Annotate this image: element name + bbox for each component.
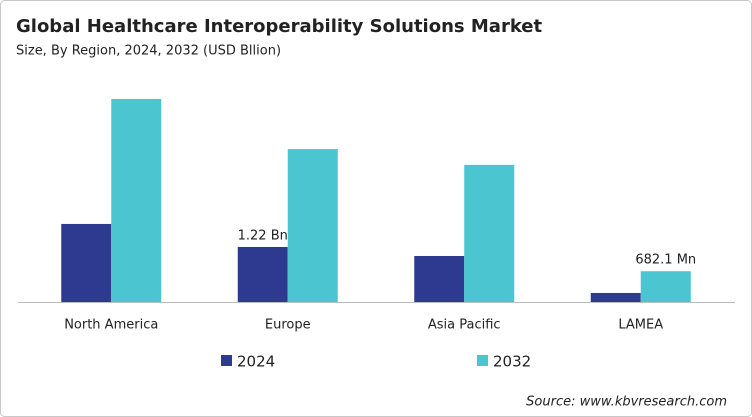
x-tick-label: North America xyxy=(64,318,158,333)
bar xyxy=(61,223,112,302)
chart-title: Global Healthcare Interoperability Solut… xyxy=(16,16,543,37)
legend-swatch xyxy=(477,355,488,366)
x-tick-label: Asia Pacific xyxy=(428,318,501,333)
data-label: 1.22 Bn xyxy=(238,228,288,243)
bar xyxy=(287,149,338,302)
bar xyxy=(237,246,288,302)
x-tick-label: Europe xyxy=(265,318,311,333)
bar xyxy=(590,292,641,302)
bar xyxy=(414,255,465,302)
x-tick-label: LAMEA xyxy=(618,318,663,333)
legend-label: 2024 xyxy=(237,353,275,371)
legend-swatch xyxy=(221,355,232,366)
bar xyxy=(640,271,691,302)
source: Source: www.kbvresearch.com xyxy=(526,395,727,410)
bar xyxy=(464,164,515,302)
chart-subtitle: Size, By Region, 2024, 2032 (USD Bllion) xyxy=(16,44,281,59)
bar xyxy=(111,99,162,302)
legend-label: 2032 xyxy=(493,353,531,371)
data-label: 682.1 Mn xyxy=(635,253,696,268)
